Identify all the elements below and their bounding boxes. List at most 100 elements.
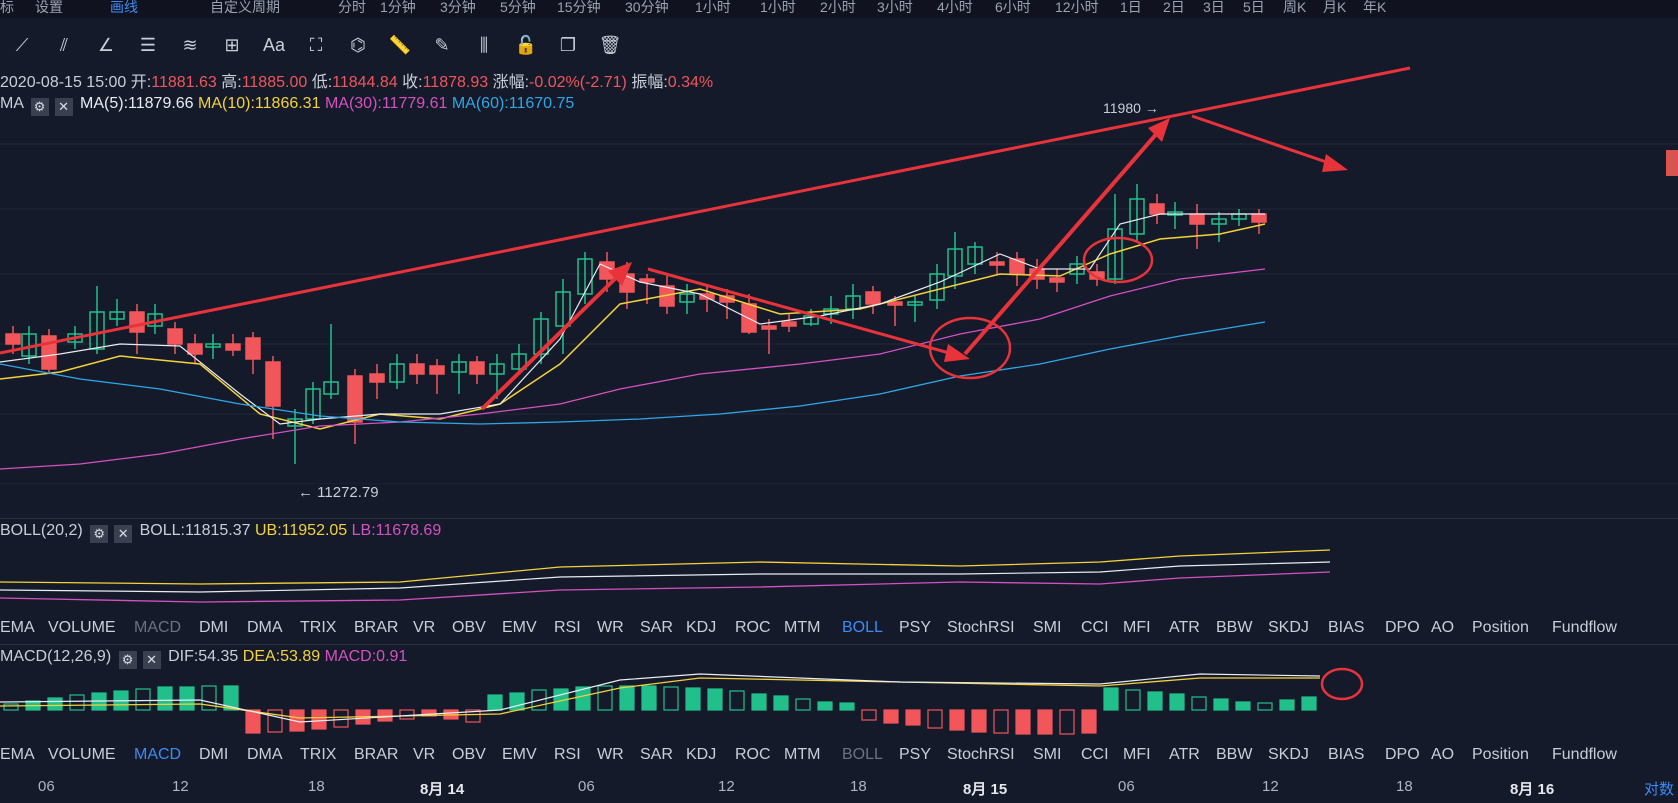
magnet-icon[interactable]: ⌬ (350, 35, 366, 55)
period-item[interactable]: 5分钟 (500, 0, 536, 15)
indicator-tab-stochrsi[interactable]: StochRSI (947, 746, 1015, 763)
indicator-tab-ema[interactable]: EMA (0, 746, 35, 763)
text-tool-icon[interactable]: Aa (262, 35, 286, 55)
indicator-tab-dmi[interactable]: DMI (199, 746, 229, 763)
period-item[interactable]: 1分钟 (380, 0, 416, 15)
indicator-tab-macd[interactable]: MACD (134, 746, 182, 763)
period-item[interactable]: 年K (1363, 0, 1387, 15)
indicator-tab-bbw[interactable]: BBW (1216, 746, 1253, 763)
period-item[interactable]: 1日 (1120, 0, 1142, 15)
period-item[interactable]: 6小时 (995, 0, 1031, 15)
indicator-tab-cci[interactable]: CCI (1081, 619, 1109, 636)
period-item[interactable]: 4小时 (937, 0, 973, 15)
indicator-tab-dpo[interactable]: DPO (1385, 619, 1420, 636)
lock-icon[interactable]: 🔓 (514, 35, 538, 55)
indicator-tab-stochrsi[interactable]: StochRSI (947, 619, 1015, 636)
indicator-tab-rsi[interactable]: RSI (554, 619, 581, 636)
indicator-tab-position[interactable]: Position (1472, 746, 1529, 763)
indicator-tab-fundflow[interactable]: Fundflow (1552, 619, 1617, 636)
indicator-tab-psy[interactable]: PSY (899, 746, 932, 763)
wave-tool-icon[interactable]: ≋ (182, 35, 198, 55)
indicator-tab-mfi[interactable]: MFI (1123, 619, 1151, 636)
indicator-tab-smi[interactable]: SMI (1033, 746, 1062, 763)
indicator-tab-emv[interactable]: EMV (502, 619, 537, 636)
highlight-circle[interactable] (1082, 236, 1154, 284)
period-item[interactable]: 3分钟 (440, 0, 476, 15)
crosshair-box-icon[interactable]: ⊞ (224, 35, 240, 55)
indicator-tab-boll[interactable]: BOLL (842, 746, 883, 763)
indicator-tab-bias[interactable]: BIAS (1328, 746, 1365, 763)
indicator-tab-cci[interactable]: CCI (1081, 746, 1109, 763)
copy-icon[interactable]: ❐ (559, 35, 577, 55)
indicator-tab-dma[interactable]: DMA (247, 746, 283, 763)
boll-chart[interactable] (0, 542, 1678, 612)
price-chart[interactable] (0, 64, 1678, 484)
trend-arrow[interactable] (480, 267, 627, 411)
gear-icon[interactable]: ⚙ (90, 525, 109, 543)
trend-arrow[interactable] (1191, 114, 1336, 167)
indicator-tab-wr[interactable]: WR (597, 619, 624, 636)
angle-tool-icon[interactable]: ∠ (97, 35, 115, 55)
ruler-icon[interactable]: 📏 (388, 35, 412, 55)
period-item[interactable]: 月K (1323, 0, 1347, 15)
trend-line[interactable] (0, 66, 1411, 355)
indicator-tab-wr[interactable]: WR (597, 746, 624, 763)
indicator-tab-position[interactable]: Position (1472, 619, 1529, 636)
indicator-tab-sar[interactable]: SAR (640, 746, 673, 763)
trend-arrow[interactable] (963, 122, 1167, 356)
indicator-tab-kdj[interactable]: KDJ (686, 746, 717, 763)
indicator-tab-vr[interactable]: VR (413, 619, 436, 636)
indicator-tab-sar[interactable]: SAR (640, 619, 673, 636)
period-item[interactable]: 设置 (35, 0, 63, 15)
indicator-tab-volume[interactable]: VOLUME (48, 619, 116, 636)
period-item[interactable]: 画线 (110, 0, 138, 15)
close-icon[interactable]: ✕ (142, 651, 161, 669)
indicator-tab-skdj[interactable]: SKDJ (1268, 746, 1309, 763)
indicator-tab-fundflow[interactable]: Fundflow (1552, 746, 1617, 763)
horizontal-lines-icon[interactable]: ☰ (139, 35, 157, 55)
indicator-tab-mfi[interactable]: MFI (1123, 746, 1151, 763)
indicator-tab-smi[interactable]: SMI (1033, 619, 1062, 636)
trend-arrow[interactable] (647, 267, 961, 358)
indicator-tab-volume[interactable]: VOLUME (48, 746, 116, 763)
indicator-tab-macd[interactable]: MACD (134, 619, 182, 636)
indicator-tab-roc[interactable]: ROC (735, 619, 771, 636)
period-item[interactable]: 标 (0, 0, 14, 15)
indicator-tab-skdj[interactable]: SKDJ (1268, 619, 1309, 636)
period-item[interactable]: 2小时 (820, 0, 856, 15)
indicator-tab-rsi[interactable]: RSI (554, 746, 581, 763)
period-item[interactable]: 3日 (1203, 0, 1225, 15)
period-item[interactable]: 3小时 (877, 0, 913, 15)
indicator-tab-ao[interactable]: AO (1431, 746, 1455, 763)
period-item[interactable]: 1小时 (695, 0, 731, 15)
period-item[interactable]: 12小时 (1055, 0, 1099, 15)
indicator-tab-vr[interactable]: VR (413, 746, 436, 763)
period-item[interactable]: 自定义周期 (210, 0, 280, 15)
indicator-tab-obv[interactable]: OBV (452, 619, 486, 636)
pencil-icon[interactable]: ✎ (434, 35, 450, 55)
candles-icon[interactable]: ⫼ (479, 35, 489, 55)
period-item[interactable]: 30分钟 (625, 0, 669, 15)
gear-icon[interactable]: ⚙ (30, 98, 49, 116)
log-scale-toggle[interactable]: 对数 (1643, 781, 1674, 798)
indicator-tab-bias[interactable]: BIAS (1328, 619, 1365, 636)
macd-chart[interactable] (0, 666, 1678, 736)
period-item[interactable]: 5日 (1243, 0, 1265, 15)
indicator-tab-emv[interactable]: EMV (502, 746, 537, 763)
close-icon[interactable]: ✕ (54, 98, 73, 116)
indicator-tab-dpo[interactable]: DPO (1385, 746, 1420, 763)
indicator-tab-ao[interactable]: AO (1431, 619, 1455, 636)
indicator-tab-mtm[interactable]: MTM (784, 746, 821, 763)
pattern-icon[interactable]: ⛶ (309, 35, 323, 55)
period-item[interactable]: 1小时 (760, 0, 796, 15)
indicator-tab-dma[interactable]: DMA (247, 619, 283, 636)
indicator-tab-kdj[interactable]: KDJ (686, 619, 717, 636)
indicator-tab-obv[interactable]: OBV (452, 746, 486, 763)
indicator-tab-atr[interactable]: ATR (1169, 746, 1200, 763)
indicator-tab-dmi[interactable]: DMI (199, 619, 229, 636)
period-item[interactable]: 15分钟 (557, 0, 601, 15)
close-icon[interactable]: ✕ (114, 525, 133, 543)
highlight-circle[interactable] (928, 316, 1012, 380)
period-item[interactable]: 分时 (338, 0, 366, 15)
line-tool-icon[interactable]: ⟋ (15, 35, 29, 55)
